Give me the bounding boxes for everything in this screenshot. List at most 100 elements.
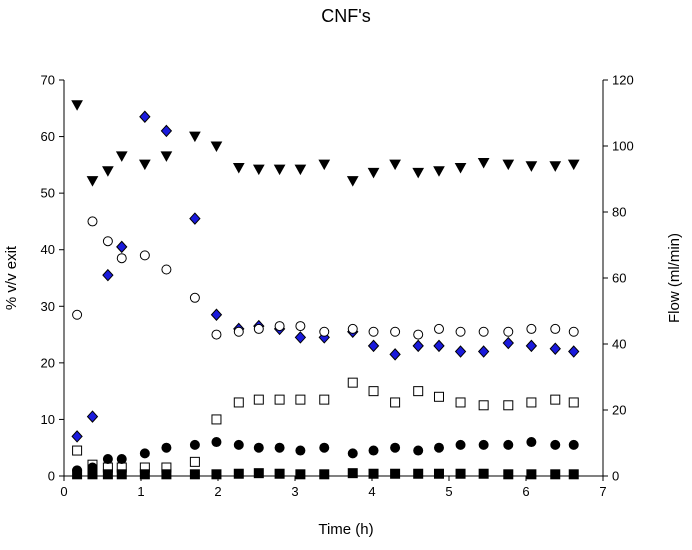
open-square-point: [233, 397, 244, 408]
x-tick-label: 6: [522, 484, 529, 499]
y-tick-label: 30: [41, 299, 55, 314]
diamond-point: [139, 110, 151, 124]
diamond-point: [210, 308, 223, 322]
triangle-down-point: [389, 159, 401, 171]
open-square-point: [368, 386, 379, 397]
triangle-down-point: [160, 151, 173, 162]
series-square-filled: [72, 468, 579, 480]
diamond-point: [477, 345, 490, 358]
filled-circle-point: [102, 454, 113, 465]
open-circle-point: [503, 326, 514, 337]
diamond-point: [568, 345, 580, 358]
filled-circle-point: [161, 442, 172, 453]
filled-circle-point: [274, 442, 285, 453]
filled-square-point: [478, 468, 489, 479]
triangle-down-point: [252, 164, 265, 176]
filled-circle-point: [568, 439, 579, 450]
x-tick-label: 2: [214, 484, 221, 499]
triangle-down-point: [189, 131, 201, 143]
y-tick-label: 50: [41, 186, 55, 201]
diamond-point: [367, 339, 380, 353]
filled-square-point: [433, 468, 444, 479]
open-circle-point: [253, 323, 264, 334]
filled-circle-point: [319, 442, 330, 453]
y2-tick-label: 40: [612, 337, 626, 352]
filled-square-point: [72, 469, 83, 480]
filled-square-point: [87, 469, 98, 480]
open-square-point: [295, 394, 306, 405]
open-square-point: [568, 397, 579, 408]
y2-tick-label: 0: [612, 469, 619, 484]
triangle-down-point: [477, 158, 490, 169]
open-square-point: [319, 394, 330, 405]
open-circle-point: [478, 326, 489, 337]
triangle-down-point: [86, 176, 99, 187]
open-square-point: [253, 394, 264, 405]
diamond-point: [549, 342, 561, 355]
triangle-down-point: [232, 162, 245, 174]
open-circle-point: [568, 326, 579, 337]
open-circle-point: [295, 321, 306, 332]
series-square-open: [72, 377, 579, 473]
triangle-down-point: [115, 151, 128, 162]
filled-square-point: [233, 468, 244, 479]
diamond-point: [102, 268, 114, 282]
filled-square-point: [295, 469, 306, 480]
triangle-down-point: [318, 159, 331, 171]
filled-circle-point: [455, 439, 466, 450]
filled-circle-point: [413, 445, 424, 456]
filled-square-point: [161, 469, 172, 480]
diamond-point: [389, 348, 401, 361]
open-square-point: [455, 397, 466, 408]
open-square-point: [274, 394, 285, 405]
open-square-point: [72, 445, 83, 456]
filled-circle-point: [233, 439, 244, 450]
filled-square-point: [139, 469, 150, 480]
triangle-down-point: [139, 159, 151, 171]
diamond-point: [525, 339, 538, 353]
triangle-down-point: [210, 141, 223, 153]
open-square-point: [189, 456, 200, 467]
filled-circle-point: [139, 448, 150, 459]
y2-axis-label: Flow (ml/min): [666, 233, 683, 323]
x-tick-label: 4: [368, 484, 375, 499]
diamond-point: [433, 339, 445, 353]
filled-circle-point: [253, 442, 264, 453]
open-circle-point: [211, 329, 222, 340]
series-triangle-down-filled: [71, 100, 580, 187]
diamond-point: [294, 331, 307, 344]
filled-circle-point: [478, 439, 489, 450]
y2-tick-label: 20: [612, 403, 626, 418]
open-circle-point: [390, 326, 401, 337]
y2-tick-label: 80: [612, 205, 626, 220]
series-diamond-filled: [71, 110, 580, 443]
filled-square-point: [550, 469, 561, 480]
filled-circle-point: [116, 454, 127, 465]
open-circle-point: [455, 326, 466, 337]
filled-circle-point: [295, 445, 306, 456]
open-circle-point: [72, 309, 83, 320]
y-tick-label: 0: [48, 469, 55, 484]
open-circle-point: [87, 216, 98, 227]
diamond-point: [454, 345, 467, 358]
triangle-down-point: [71, 100, 83, 111]
filled-square-point: [319, 469, 330, 480]
y-tick-label: 60: [41, 129, 55, 144]
y2-tick-label: 120: [612, 73, 634, 88]
filled-square-point: [253, 468, 264, 479]
open-square-point: [413, 386, 424, 397]
y-tick-label: 40: [41, 242, 55, 257]
triangle-down-point: [294, 164, 307, 176]
diamond-point: [116, 240, 128, 254]
open-square-point: [503, 400, 514, 411]
open-square-point: [478, 400, 489, 411]
filled-circle-point: [526, 437, 537, 448]
open-square-point: [211, 414, 222, 425]
diamond-point: [189, 212, 201, 225]
chart-title: CNF's: [321, 6, 370, 26]
open-circle-point: [550, 323, 561, 334]
filled-circle-point: [347, 448, 358, 459]
filled-circle-point: [503, 439, 514, 450]
filled-square-point: [503, 469, 514, 480]
